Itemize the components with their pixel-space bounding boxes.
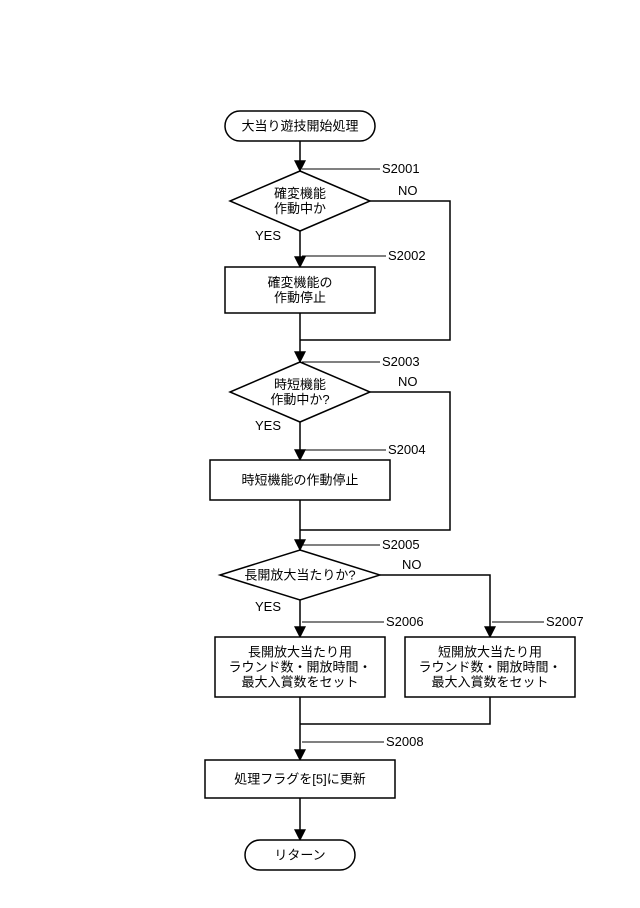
edge-label: NO	[398, 374, 418, 389]
svg-text:作動中か: 作動中か	[274, 201, 326, 216]
flow-node-p4: 短開放大当たり用ラウンド数・開放時間・最大入賞数をセット	[405, 637, 575, 697]
step-tag: S2007	[546, 614, 584, 629]
svg-text:長開放大当たりか?: 長開放大当たりか?	[244, 567, 355, 582]
svg-text:時短機能: 時短機能	[274, 377, 326, 392]
svg-text:リターン: リターン	[274, 847, 325, 862]
svg-text:最大入賞数をセット: 最大入賞数をセット	[241, 674, 358, 689]
step-tag: S2004	[388, 442, 426, 457]
svg-text:時短機能の作動停止: 時短機能の作動停止	[241, 472, 358, 487]
flow-node-p2: 時短機能の作動停止	[210, 460, 390, 500]
flow-node-p1: 確変機能の作動停止	[225, 267, 375, 313]
flow-node-end: リターン	[245, 840, 355, 870]
svg-text:大当り遊技開始処理: 大当り遊技開始処理	[241, 118, 358, 133]
flow-node-d2: 時短機能作動中か?	[230, 362, 370, 422]
svg-text:最大入賞数をセット: 最大入賞数をセット	[431, 674, 548, 689]
flow-node-p5: 処理フラグを[5]に更新	[205, 760, 395, 798]
svg-text:確変機能: 確変機能	[274, 186, 326, 201]
flow-edge	[300, 697, 490, 724]
flow-node-d1: 確変機能作動中か	[230, 171, 370, 231]
svg-text:ラウンド数・開放時間・: ラウンド数・開放時間・	[418, 659, 561, 674]
edge-label: YES	[255, 228, 281, 243]
svg-text:短開放大当たり用: 短開放大当たり用	[438, 645, 542, 660]
step-tag: S2006	[386, 614, 424, 629]
svg-text:作動停止: 作動停止	[274, 290, 326, 305]
flow-node-p3: 長開放大当たり用ラウンド数・開放時間・最大入賞数をセット	[215, 637, 385, 697]
edge-label: NO	[398, 183, 418, 198]
step-tag: S2008	[386, 734, 424, 749]
svg-text:長開放大当たり用: 長開放大当たり用	[248, 645, 352, 660]
svg-text:作動中か?: 作動中か?	[270, 392, 329, 407]
edge-label: NO	[402, 557, 422, 572]
svg-text:確変機能の: 確変機能の	[267, 275, 332, 290]
edge-label: YES	[255, 418, 281, 433]
step-tag: S2003	[382, 354, 420, 369]
edge-label: YES	[255, 599, 281, 614]
flow-node-d3: 長開放大当たりか?	[220, 550, 380, 600]
svg-text:ラウンド数・開放時間・: ラウンド数・開放時間・	[228, 659, 371, 674]
svg-text:処理フラグを[5]に更新: 処理フラグを[5]に更新	[234, 771, 365, 786]
step-tag: S2005	[382, 537, 420, 552]
step-tag: S2002	[388, 248, 426, 263]
step-tag: S2001	[382, 161, 420, 176]
flow-node-start: 大当り遊技開始処理	[225, 111, 375, 141]
